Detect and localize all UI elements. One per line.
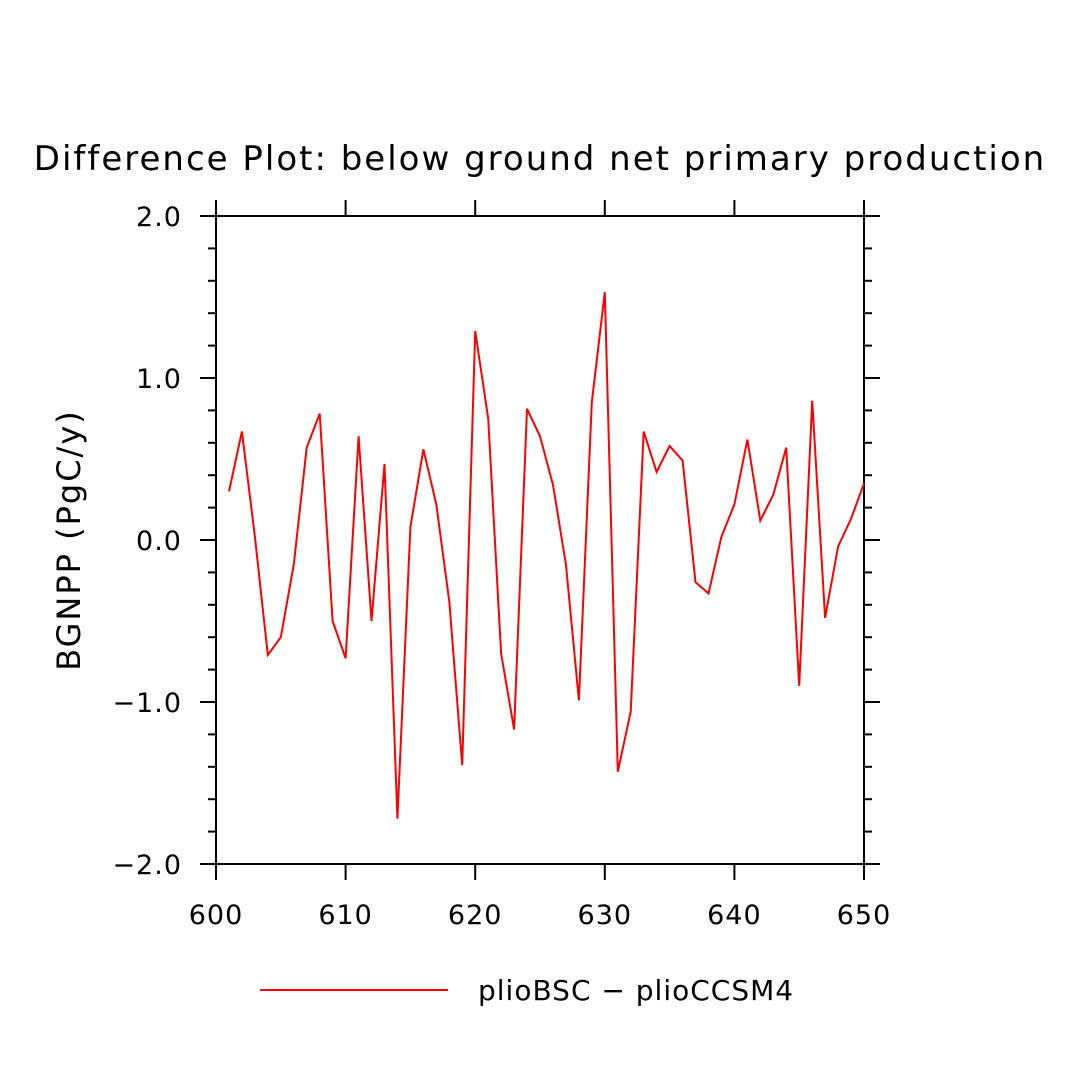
x-tick-label: 600 [189,900,244,931]
x-tick-label: 610 [318,900,373,931]
y-tick-label: 1.0 [136,364,182,395]
chart-title: Difference Plot: below ground net primar… [34,139,1046,179]
axis-ticks [200,200,880,880]
series-line [228,291,865,819]
x-tick-label: 650 [837,900,892,931]
series-group [228,291,865,819]
x-tick-label: 620 [448,900,503,931]
y-tick-label: 0.0 [136,526,182,557]
x-tick-label: 630 [578,900,633,931]
plot-frame [215,215,865,865]
y-tick-label: −1.0 [112,688,182,719]
y-tick-label: 2.0 [136,202,182,233]
x-tick-label: 640 [707,900,762,931]
y-axis-label: BGNPP (PgC/y) [50,409,88,671]
y-tick-label: −2.0 [112,850,182,881]
legend-label: plioBSC − plioCCSM4 [478,974,794,1007]
tick-labels: 600 610 620 630 640 650 2.0 1.0 0.0 −1.0 −2.0 [112,202,892,931]
legend: plioBSC − plioCCSM4 [260,974,794,1007]
